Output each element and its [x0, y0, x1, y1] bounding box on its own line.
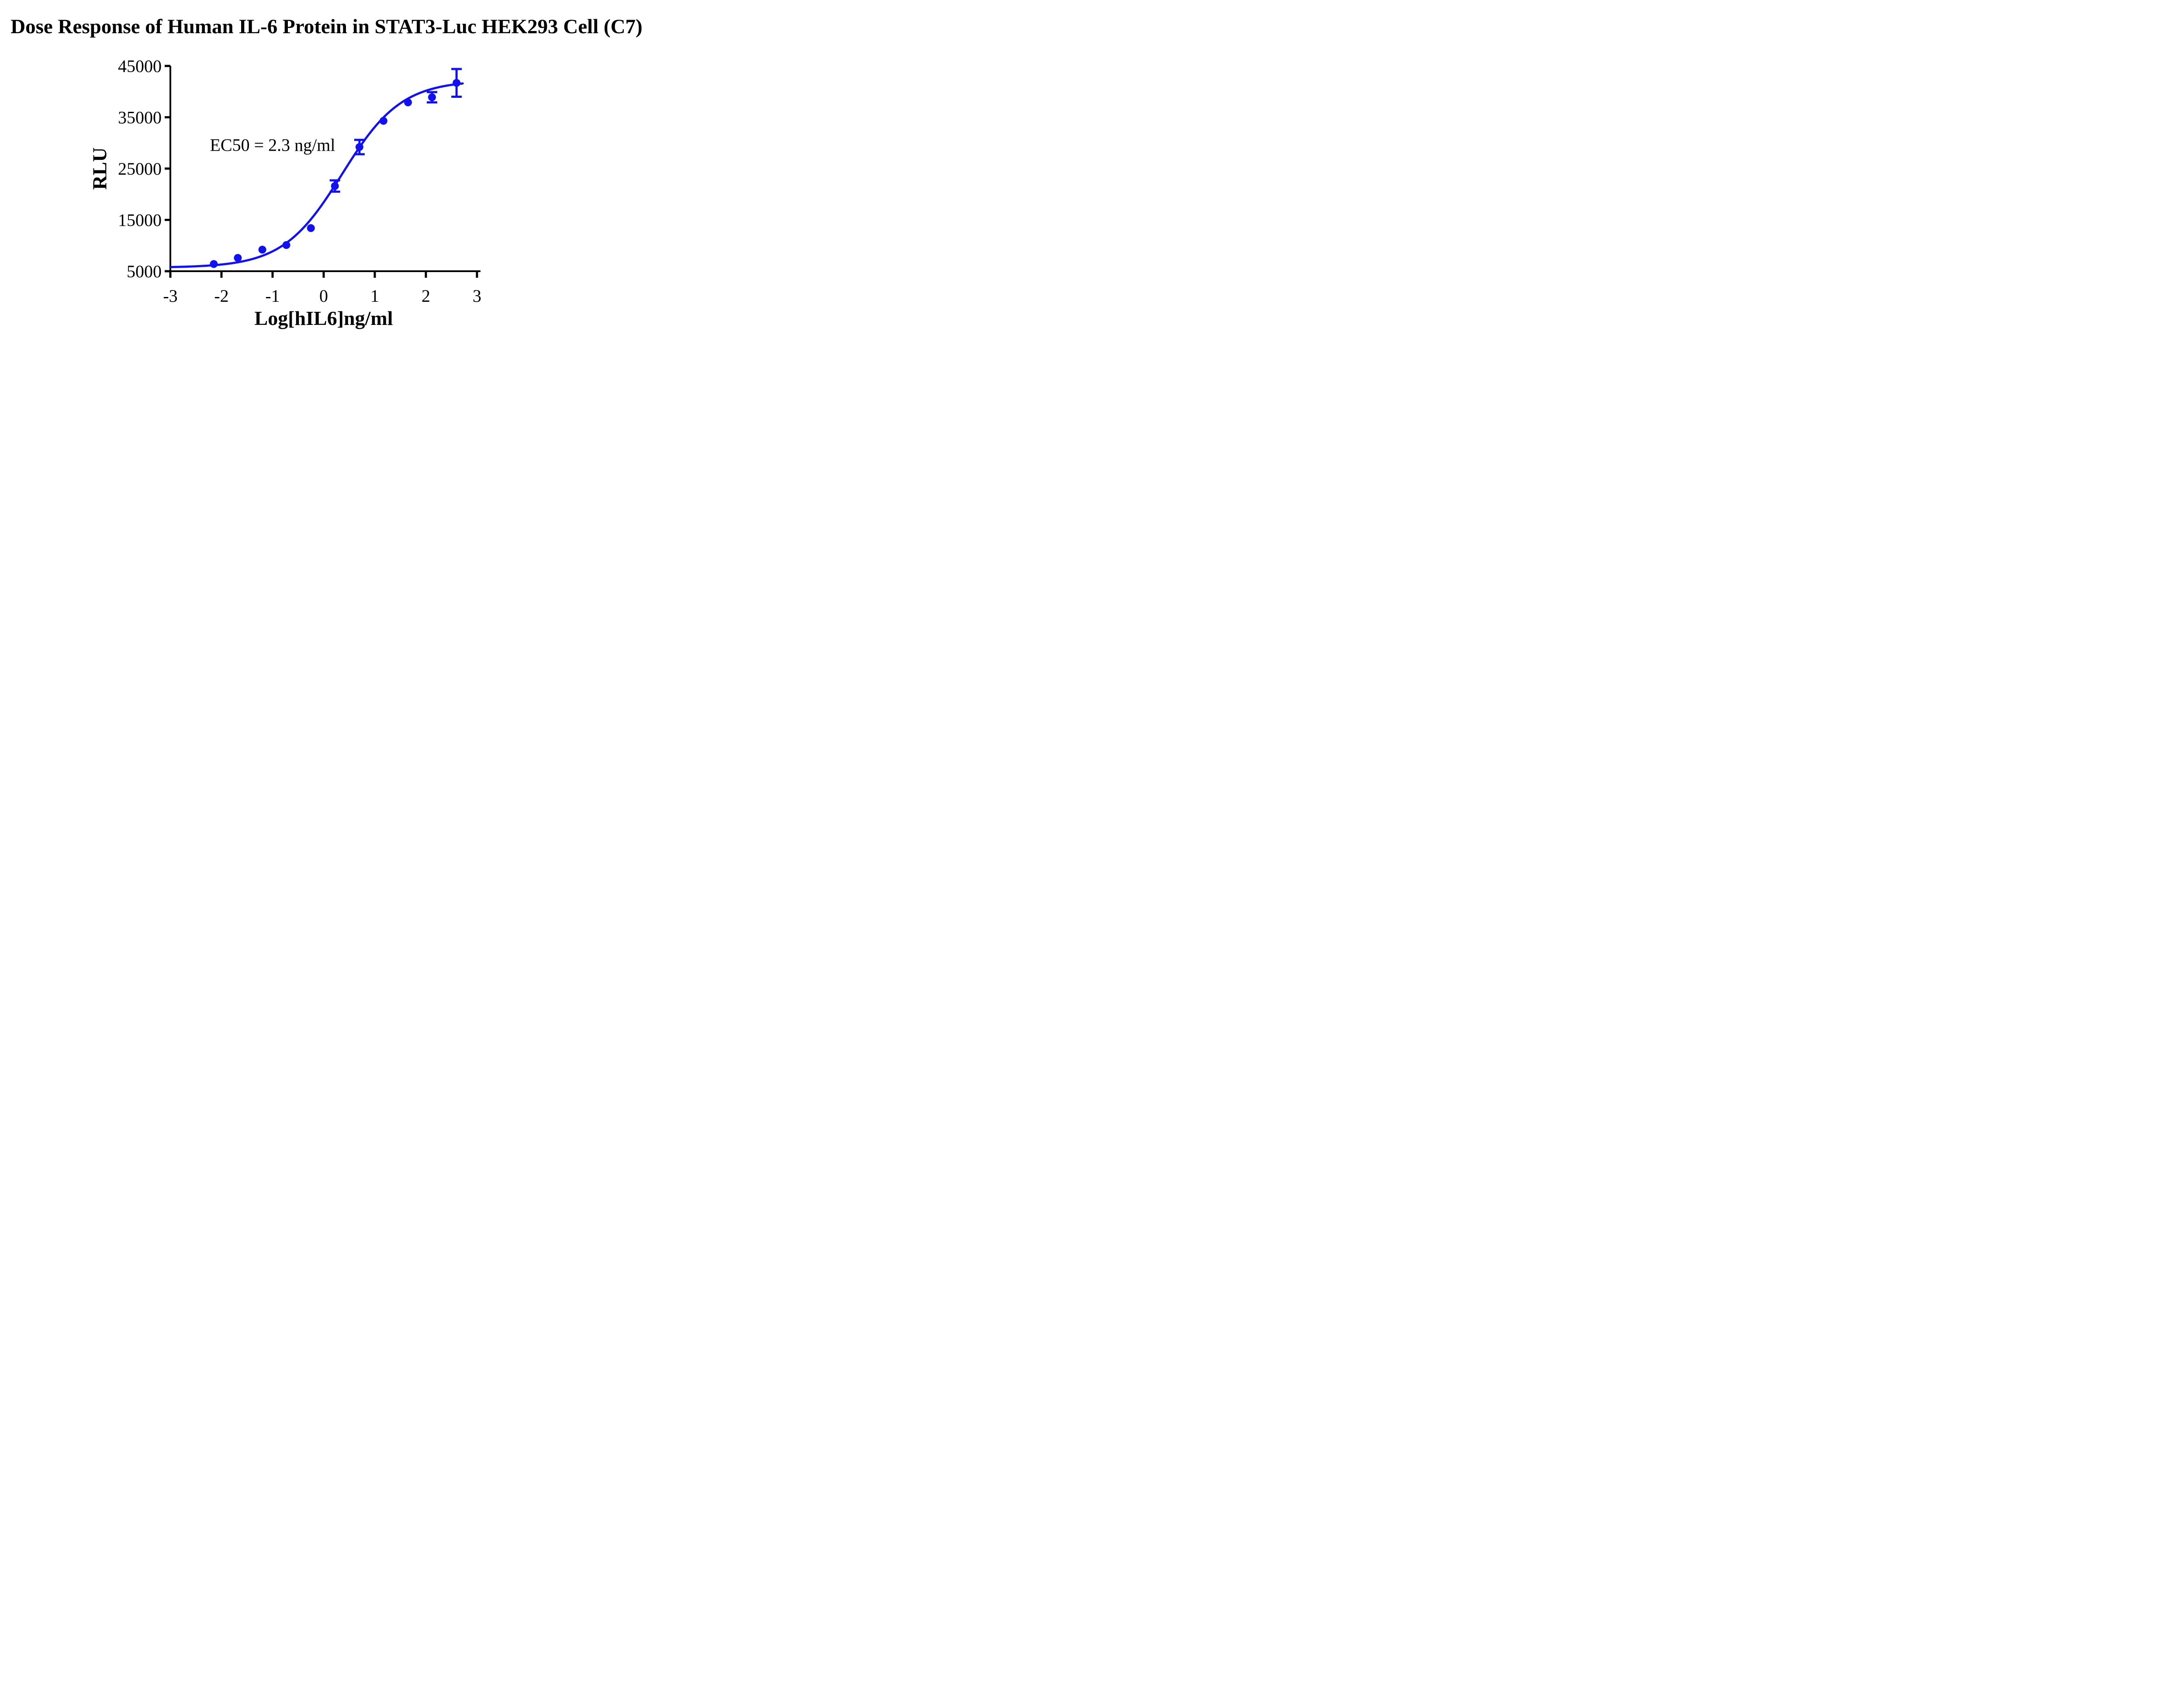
y-tick-label: 15000	[118, 211, 162, 230]
y-ticks-group	[165, 65, 170, 273]
x-ticks-group	[169, 272, 478, 278]
ec50-annotation: EC50 = 2.3 ng/ml	[210, 135, 335, 155]
data-point	[379, 117, 387, 125]
data-point	[428, 93, 436, 101]
data-point	[404, 98, 412, 107]
y-tick-labels-group: 5000 15000 25000 35000 45000	[118, 56, 162, 281]
x-tick-labels-group: -3 -2 -1 0 1 2 3	[163, 286, 481, 306]
data-point	[453, 79, 461, 87]
x-tick-label: -1	[265, 286, 280, 306]
data-point	[282, 241, 290, 249]
y-tick-label: 45000	[118, 56, 162, 76]
y-tick-label: 35000	[118, 108, 162, 128]
x-tick-label: 3	[473, 286, 481, 306]
x-tick-label: 0	[319, 286, 328, 306]
data-point	[355, 143, 363, 151]
x-axis-title: Log[hIL6]ng/ml	[254, 307, 393, 329]
y-tick-label: 25000	[118, 159, 162, 179]
data-point	[234, 254, 242, 262]
data-point	[307, 224, 315, 232]
dose-response-curve	[169, 82, 464, 268]
data-point	[258, 245, 266, 254]
x-tick-label: 1	[370, 286, 379, 306]
chart-title: Dose Response of Human IL-6 Protein in S…	[10, 15, 643, 38]
y-tick-label: 5000	[127, 262, 162, 281]
x-tick-label: -2	[214, 286, 228, 306]
x-tick-label: 2	[422, 286, 430, 306]
plot-svg: 5000 15000 25000 35000 45000 -3 -2 -1 0 1 2 3	[118, 56, 481, 306]
dose-response-figure: Dose Response of Human IL-6 Protein in S…	[0, 0, 653, 341]
x-tick-label: -3	[163, 286, 177, 306]
data-point	[331, 182, 339, 190]
y-axis-title: RLU	[88, 147, 111, 190]
data-point	[210, 260, 218, 268]
fit-curve-group	[169, 82, 464, 268]
data-points-group	[210, 79, 461, 268]
